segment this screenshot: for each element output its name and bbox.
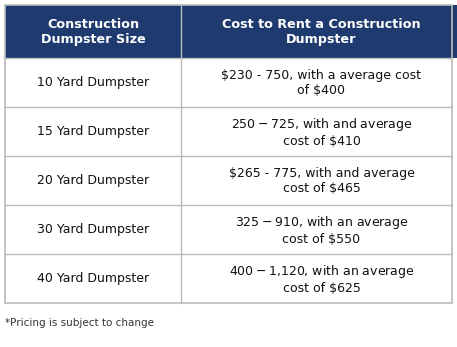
Text: 30 Yard Dumpster: 30 Yard Dumpster <box>37 223 149 236</box>
Text: $400 - $1,120, with an average
cost of $625: $400 - $1,120, with an average cost of $… <box>228 262 414 295</box>
Text: $230 - 750, with a average cost
of $400: $230 - 750, with a average cost of $400 <box>222 68 421 96</box>
Text: $250 - $725, with and average
cost of $410: $250 - $725, with and average cost of $4… <box>231 116 412 147</box>
Text: $325 - $910, with an average
cost of $550: $325 - $910, with an average cost of $55… <box>234 213 408 245</box>
Text: 10 Yard Dumpster: 10 Yard Dumpster <box>37 76 149 89</box>
Bar <box>181 205 457 254</box>
Text: 20 Yard Dumpster: 20 Yard Dumpster <box>37 174 149 187</box>
Text: Cost to Rent a Construction
Dumpster: Cost to Rent a Construction Dumpster <box>222 17 421 45</box>
Bar <box>5 58 181 107</box>
Bar <box>181 254 457 303</box>
Bar <box>5 156 181 205</box>
Bar <box>5 5 452 303</box>
Bar <box>5 254 181 303</box>
Text: *Pricing is subject to change: *Pricing is subject to change <box>5 318 154 328</box>
Bar <box>181 5 457 58</box>
Text: $265 - 775, with and average
cost of $465: $265 - 775, with and average cost of $46… <box>228 167 414 195</box>
Text: 15 Yard Dumpster: 15 Yard Dumpster <box>37 125 149 138</box>
Text: 40 Yard Dumpster: 40 Yard Dumpster <box>37 272 149 285</box>
Bar <box>5 205 181 254</box>
Bar <box>5 107 181 156</box>
Text: Construction
Dumpster Size: Construction Dumpster Size <box>41 17 145 45</box>
Bar <box>181 107 457 156</box>
Bar <box>5 5 181 58</box>
Bar <box>181 156 457 205</box>
Bar <box>181 58 457 107</box>
